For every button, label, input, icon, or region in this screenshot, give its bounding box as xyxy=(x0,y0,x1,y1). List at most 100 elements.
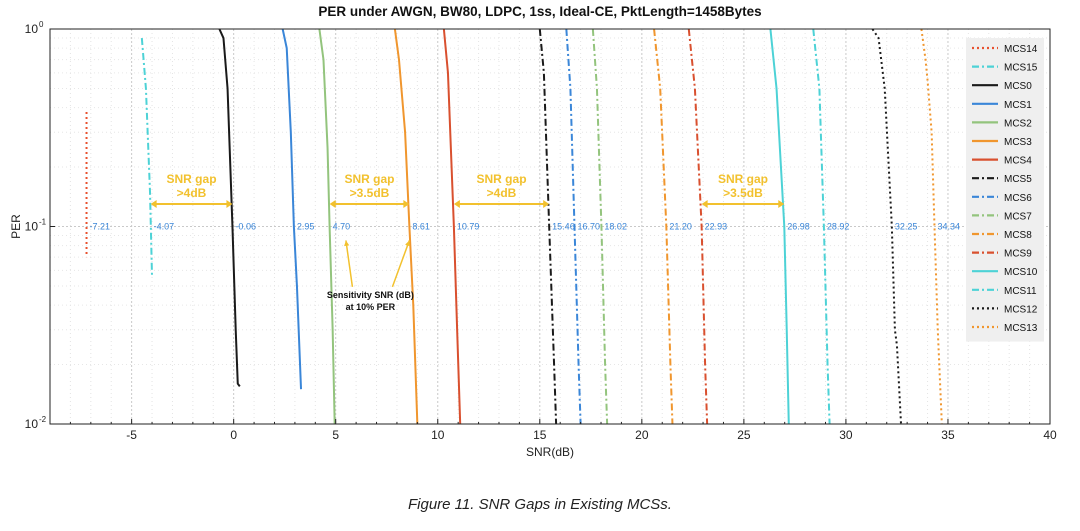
series-line-mcs1 xyxy=(281,28,303,390)
value-label: 28.92 xyxy=(827,222,850,232)
callout-arrow-head xyxy=(344,240,350,247)
series-line-mcs7 xyxy=(591,28,609,425)
legend-label-mcs6: MCS6 xyxy=(1004,193,1032,204)
series-line-mcs6 xyxy=(565,28,582,425)
value-label: 18.02 xyxy=(604,222,627,232)
x-tick-label: -5 xyxy=(126,428,137,442)
series-line-mcs15 xyxy=(140,37,154,278)
x-axis-label: SNR(dB) xyxy=(526,445,574,459)
value-label: -4.07 xyxy=(154,222,175,232)
legend-label-mcs7: MCS7 xyxy=(1004,211,1032,222)
arrow-head xyxy=(329,199,336,208)
arrow-head xyxy=(403,199,410,208)
sensitivity-callout: Sensitivity SNR (dB) at 10% PER xyxy=(327,240,414,312)
value-label: 22.93 xyxy=(705,222,728,232)
callout-arrow xyxy=(391,240,411,288)
value-label: 2.95 xyxy=(297,222,315,232)
x-tick-label: 5 xyxy=(332,428,339,442)
legend-label-mcs13: MCS13 xyxy=(1004,323,1038,334)
gap-label-line1: SNR gap xyxy=(718,172,768,186)
series-line-mcs12 xyxy=(871,28,903,425)
gap-label-line1: SNR gap xyxy=(344,172,394,186)
legend-label-mcs1: MCS1 xyxy=(1004,100,1032,111)
x-tick-label: 15 xyxy=(533,428,547,442)
legend-label-mcs0: MCS0 xyxy=(1004,81,1032,92)
x-tick-label: 10 xyxy=(431,428,445,442)
series-line-mcs5 xyxy=(538,28,558,425)
x-tick-label: 35 xyxy=(941,428,955,442)
series-line-mcs2 xyxy=(318,28,336,425)
value-label: 34.34 xyxy=(937,222,960,232)
legend-label-mcs3: MCS3 xyxy=(1004,137,1032,148)
y-tick-exponent: -2 xyxy=(39,415,47,424)
value-label: 15.46 xyxy=(552,222,575,232)
x-tick-label: 40 xyxy=(1043,428,1057,442)
y-tick-label: 10 xyxy=(25,22,39,36)
x-tick-label: 30 xyxy=(839,428,853,442)
legend-label-mcs4: MCS4 xyxy=(1004,156,1032,167)
legend-label-mcs12: MCS12 xyxy=(1004,304,1038,315)
value-label: -7.21 xyxy=(90,222,111,232)
gap-label-line1: SNR gap xyxy=(477,172,527,186)
series-lines xyxy=(85,28,943,425)
legend-label-mcs10: MCS10 xyxy=(1004,267,1038,278)
value-label: 21.20 xyxy=(669,222,692,232)
callout-label-line2: at 10% PER xyxy=(346,302,396,312)
legend-label-mcs8: MCS8 xyxy=(1004,230,1032,241)
legend-label-mcs14: MCS14 xyxy=(1004,44,1038,55)
legend: MCS14 MCS15 MCS0 MCS1 MCS2 MCS3 MCS4 MCS5 MCS6 MC… xyxy=(966,38,1044,342)
value-label: 32.25 xyxy=(895,222,918,232)
value-label: 10.79 xyxy=(457,222,480,232)
value-label: 4.70 xyxy=(333,222,351,232)
arrow-head xyxy=(226,199,233,208)
y-tick-exponent: -1 xyxy=(39,218,47,227)
snr-gap-annotation: SNR gap>4dB xyxy=(453,172,550,208)
series-line-mcs0 xyxy=(218,28,241,388)
value-labels: -7.21 -4.07 -0.06 2.95 4.70 8.61 10.79 15.46 16.… xyxy=(90,222,960,232)
value-label: -0.06 xyxy=(235,222,256,232)
series-line-mcs13 xyxy=(920,28,943,425)
value-label: 26.98 xyxy=(787,222,810,232)
snr-gap-annotation: SNR gap>3.5dB xyxy=(329,172,410,208)
chart-title: PER under AWGN, BW80, LDPC, 1ss, Ideal-C… xyxy=(318,4,762,19)
legend-label-mcs5: MCS5 xyxy=(1004,174,1032,185)
series-line-mcs4 xyxy=(442,28,462,425)
value-label: 8.61 xyxy=(412,222,430,232)
snr-gap-annotation: SNR gap>3.5dB xyxy=(701,172,785,208)
snr-gap-annotation: SNR gap>4dB xyxy=(150,172,233,208)
series-line-mcs3 xyxy=(393,28,419,425)
series-line-mcs11 xyxy=(812,28,831,425)
gap-label-line1: SNR gap xyxy=(167,172,217,186)
callout-label-line1: Sensitivity SNR (dB) xyxy=(327,290,414,300)
y-axis-label: PER xyxy=(9,214,23,239)
legend-label-mcs2: MCS2 xyxy=(1004,118,1032,129)
arrow-head xyxy=(701,199,708,208)
arrow-head xyxy=(778,199,785,208)
y-tick-label: 10 xyxy=(25,417,39,431)
x-tick-label: 0 xyxy=(230,428,237,442)
y-tick-label: 10 xyxy=(25,220,39,234)
legend-label-mcs9: MCS9 xyxy=(1004,249,1032,260)
legend-label-mcs11: MCS11 xyxy=(1004,286,1037,297)
series-line-mcs8 xyxy=(653,28,674,425)
x-tick-label: 20 xyxy=(635,428,649,442)
gap-label-line2: >3.5dB xyxy=(350,186,390,200)
callout-arrow-head xyxy=(405,240,410,247)
callout-arrow xyxy=(345,240,354,288)
legend-label-mcs15: MCS15 xyxy=(1004,63,1038,74)
gap-label-line2: >3.5dB xyxy=(723,186,763,200)
figure-caption: Figure 11. SNR Gaps in Existing MCSs. xyxy=(408,496,672,513)
arrow-head xyxy=(150,199,157,208)
legend-box xyxy=(966,38,1044,342)
y-tick-exponent: 0 xyxy=(39,20,44,29)
gap-label-line2: >4dB xyxy=(177,186,207,200)
x-tick-label: 25 xyxy=(737,428,751,442)
series-line-mcs10 xyxy=(769,28,790,425)
gap-label-line2: >4dB xyxy=(487,186,517,200)
series-line-mcs9 xyxy=(687,28,709,425)
arrow-head xyxy=(543,199,550,208)
arrow-head xyxy=(453,199,460,208)
